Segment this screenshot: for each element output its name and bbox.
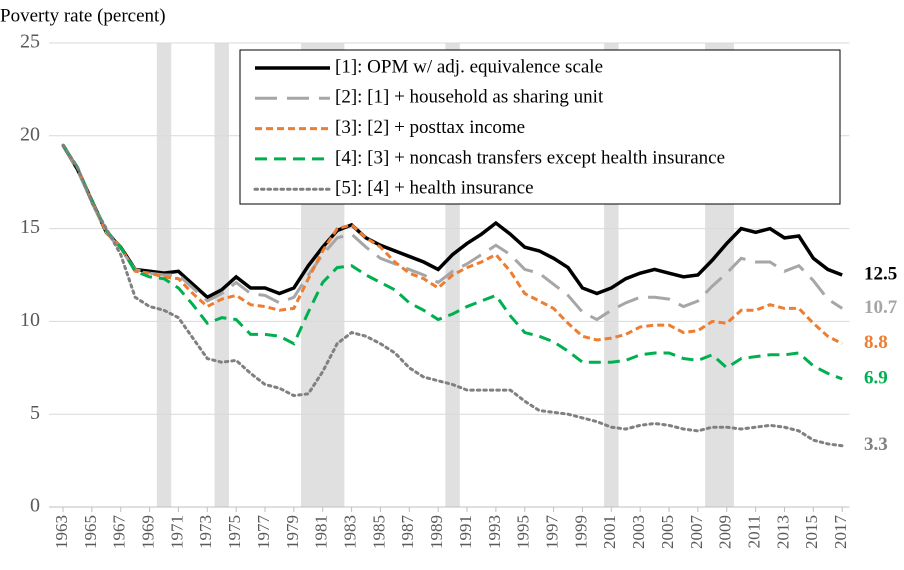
- x-tick-label: 1969: [138, 515, 157, 549]
- x-tick-label: 1985: [369, 515, 388, 549]
- y-tick-label: 20: [20, 123, 40, 145]
- legend-label: [2]: [1] + household as sharing unit: [335, 87, 604, 108]
- end-value-label: 10.7: [864, 297, 898, 318]
- x-tick-label: 1971: [167, 515, 186, 549]
- y-axis-label: Poverty rate (percent): [0, 5, 166, 26]
- series-line: [61, 143, 844, 448]
- x-tick-label: 1983: [341, 515, 360, 549]
- end-value-label: 3.3: [864, 434, 888, 455]
- y-tick-label: 5: [30, 402, 40, 424]
- y-tick-label: 15: [20, 216, 40, 238]
- x-tick-label: 2015: [802, 515, 821, 549]
- end-value-label: 6.9: [864, 367, 888, 388]
- series-line: [61, 144, 843, 346]
- recession-band: [214, 43, 229, 507]
- x-tick-label: 1977: [254, 515, 273, 550]
- x-tick-label: 2013: [773, 515, 792, 549]
- x-tick-label: 2003: [629, 515, 648, 549]
- x-tick-label: 2017: [831, 515, 850, 550]
- x-tick-label: 1979: [283, 515, 302, 549]
- y-tick-label: 10: [20, 309, 40, 331]
- x-tick-label: 2005: [658, 515, 677, 549]
- x-tick-label: 1963: [52, 515, 71, 549]
- x-tick-label: 1993: [485, 515, 504, 549]
- x-tick-label: 2009: [716, 515, 735, 549]
- x-tick-label: 1991: [456, 515, 475, 549]
- x-tick-label: 1997: [543, 515, 562, 550]
- x-tick-label: 1989: [427, 515, 446, 549]
- legend-label: [1]: OPM w/ adj. equivalence scale: [335, 56, 603, 77]
- legend-label: [4]: [3] + noncash transfers except heal…: [335, 147, 725, 168]
- x-tick-label: 2011: [745, 515, 764, 548]
- x-tick-label: 1965: [81, 515, 100, 549]
- y-tick-label: 25: [20, 31, 40, 53]
- legend-box: [239, 49, 841, 205]
- x-tick-label: 1975: [225, 515, 244, 549]
- x-tick-label: 1967: [110, 515, 129, 550]
- x-tick-label: 2007: [687, 515, 706, 550]
- series-line: [61, 144, 844, 322]
- x-tick-label: 2001: [600, 515, 619, 549]
- end-value-label: 8.8: [864, 332, 888, 353]
- x-tick-label: 1981: [312, 515, 331, 549]
- series-line: [61, 144, 843, 381]
- y-tick-label: 0: [30, 495, 40, 517]
- legend-label: [3]: [2] + posttax income: [335, 117, 525, 138]
- legend-label: [5]: [4] + health insurance: [335, 178, 534, 199]
- x-tick-label: 1987: [398, 515, 417, 550]
- x-tick-label: 1995: [514, 515, 533, 549]
- x-tick-label: 1973: [196, 515, 215, 549]
- end-value-label: 12.5: [864, 263, 897, 284]
- x-tick-label: 1999: [571, 515, 590, 549]
- series-line: [61, 144, 843, 300]
